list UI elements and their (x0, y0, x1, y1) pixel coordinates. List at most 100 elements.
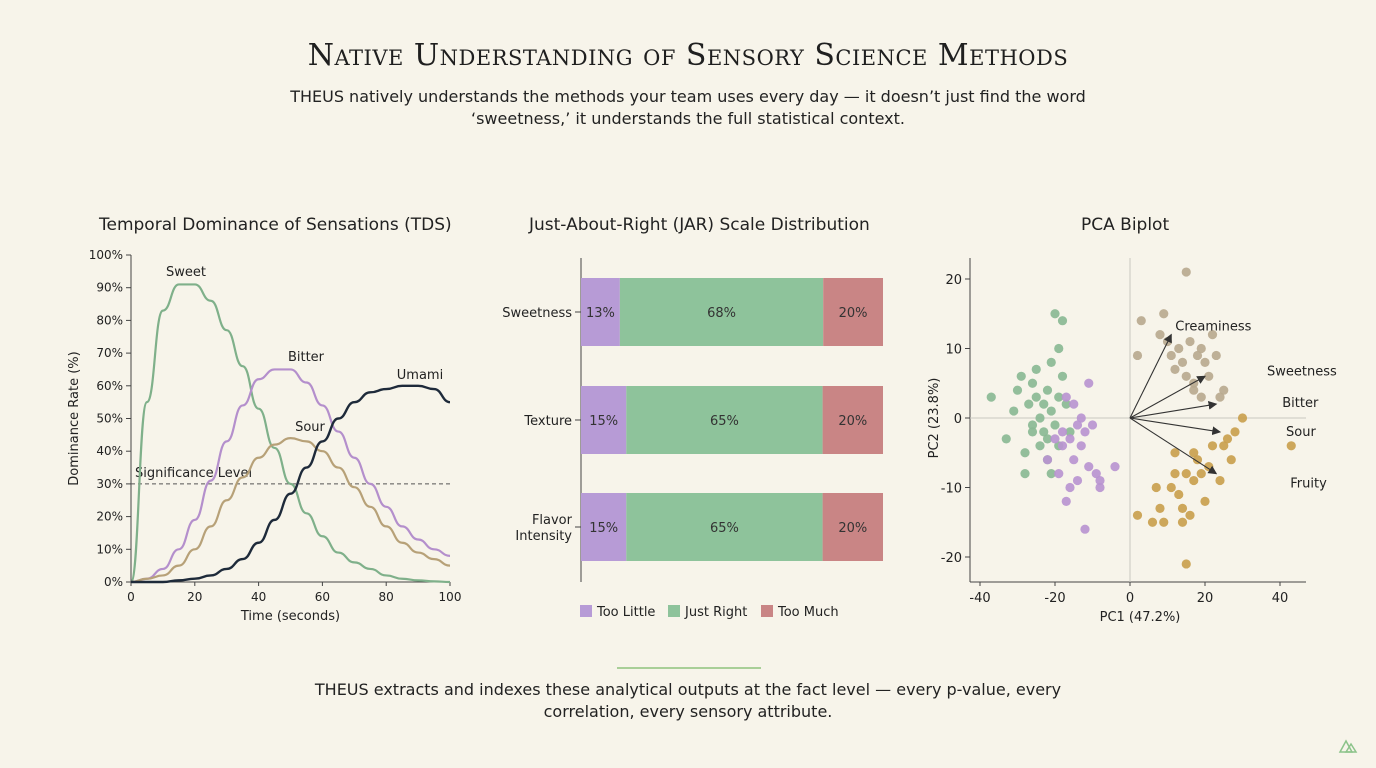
pca-loading-label-sour: Sour (1286, 425, 1316, 440)
pca-score-point (1046, 469, 1056, 479)
pca-y-tick-label: -20 (941, 551, 962, 566)
tds-x-axis-label: Time (seconds) (240, 609, 340, 624)
tds-series-line-sour (130, 437, 451, 584)
pca-score-point (1069, 455, 1079, 465)
pca-score-point (1177, 503, 1188, 513)
pca-score-point (1286, 441, 1296, 451)
pca-score-point (1196, 469, 1206, 479)
pca-x-tick-label: 0 (1126, 591, 1134, 606)
tds-y-tick-label: 40% (96, 444, 123, 458)
pca-score-point (1237, 413, 1248, 423)
pca-score-point (1039, 399, 1049, 409)
pca-score-point (1031, 392, 1041, 402)
pca-score-point (1177, 357, 1188, 367)
jar-bar-value-label: 20% (838, 521, 867, 536)
pca-score-point (1219, 441, 1229, 451)
pca-x-tick-label: 40 (1272, 591, 1289, 606)
pca-score-point (1061, 496, 1071, 506)
page-title: Native Understanding of Sensory Science … (307, 38, 1069, 73)
pca-score-point (1084, 462, 1094, 472)
page-subtitle: THEUS natively understands the methods y… (290, 87, 1086, 128)
tds-x-tick-label: 60 (315, 590, 330, 604)
tds-series-line-umami (130, 384, 451, 584)
pca-score-point (1054, 343, 1064, 354)
pca-score-point (1042, 455, 1053, 465)
tds-y-tick-label: 100% (89, 248, 123, 262)
pca-score-point (1076, 441, 1086, 451)
pca-score-point (1219, 385, 1229, 395)
pca-score-point (1095, 482, 1105, 493)
pca-score-point (1012, 385, 1023, 395)
pca-loading-arrow-sour (1129, 417, 1222, 436)
pca-score-point (1054, 469, 1064, 479)
tds-x-tick-label: 20 (187, 590, 202, 604)
pca-score-point (1065, 427, 1075, 437)
jar-bar-value-label: 15% (589, 521, 618, 536)
jar-category-label: Flavor (532, 513, 573, 528)
jar-bar-value-label: 13% (586, 306, 615, 321)
pca-x-tick-label: 20 (1197, 591, 1214, 606)
pca-y-axis-label: PC2 (23.8%) (927, 378, 942, 459)
pca-score-point (1177, 517, 1188, 527)
pca-score-point (1155, 503, 1165, 513)
pca-score-point (1189, 475, 1199, 486)
pca-loading-label-fruity: Fruity (1290, 477, 1327, 492)
tds-y-tick-label: 20% (96, 510, 123, 524)
tds-x-tick-label: 100 (439, 590, 462, 604)
pca-x-tick-label: -40 (969, 591, 990, 606)
tds-y-tick-label: 80% (96, 313, 123, 327)
pca-score-point (1031, 364, 1041, 374)
pca-score-point (1215, 392, 1225, 402)
pca-score-point (1042, 434, 1053, 444)
jar-bar-segment-too-much (823, 278, 883, 346)
jar-legend-swatch (668, 605, 680, 617)
pca-score-point (1065, 434, 1075, 444)
tds-series-label-umami: Umami (397, 368, 443, 383)
tds-y-tick-label: 50% (96, 412, 123, 426)
pca-score-point (1181, 371, 1191, 381)
tds-x-tick-label: 0 (127, 590, 135, 604)
jar-bar-value-label: 20% (839, 306, 868, 321)
pca-score-point (1222, 434, 1233, 444)
pca-score-point (1020, 448, 1030, 458)
pca-score-point (1226, 455, 1236, 465)
pca-score-point (1147, 517, 1158, 527)
pca-score-point (1095, 475, 1105, 486)
pca-score-point (1057, 316, 1068, 326)
pca-score-point (1072, 475, 1083, 486)
jar-category-label: Intensity (515, 529, 572, 544)
tds-x-tick-label: 80 (379, 590, 394, 604)
pca-score-point (1001, 434, 1011, 444)
pca-chart-title: PCA Biplot (1081, 215, 1170, 235)
jar-bar-value-label: 65% (710, 414, 739, 429)
pca-y-tick-label: 0 (954, 412, 962, 427)
pca-score-point (1087, 420, 1098, 430)
jar-bar-segment-too-little (581, 493, 627, 561)
pca-score-point (1050, 309, 1060, 319)
pca-loading-arrow-fruity (1129, 417, 1218, 475)
pca-loading-label-bitter: Bitter (1282, 396, 1319, 411)
jar-bar-value-label: 68% (707, 306, 736, 321)
pca-y-tick-label: -10 (941, 482, 962, 497)
pca-y-tick-label: 20 (945, 273, 962, 288)
pca-score-point (1057, 427, 1068, 437)
pca-score-point (1046, 357, 1056, 367)
pca-score-point (1192, 455, 1203, 465)
footer-text: THEUS extracts and indexes these analyti… (314, 680, 1062, 721)
pca-score-point (1027, 378, 1038, 388)
pca-score-point (1189, 448, 1199, 458)
jar-category-label: Sweetness (502, 306, 572, 321)
tds-y-tick-label: 10% (96, 542, 123, 556)
pca-score-point (1185, 510, 1195, 520)
pca-score-point (1009, 406, 1019, 416)
pca-score-point (1054, 392, 1064, 402)
pca-loading-arrow-creaminess (1129, 333, 1172, 419)
tds-series-label-bitter: Bitter (288, 350, 325, 365)
pca-loading-arrow-bitter (1129, 400, 1218, 419)
pca-score-point (1174, 343, 1184, 354)
pca-score-point (1230, 427, 1240, 437)
tds-series-label-sweet: Sweet (166, 265, 206, 280)
footer-divider (617, 667, 761, 669)
tds-y-tick-label: 90% (96, 281, 123, 295)
